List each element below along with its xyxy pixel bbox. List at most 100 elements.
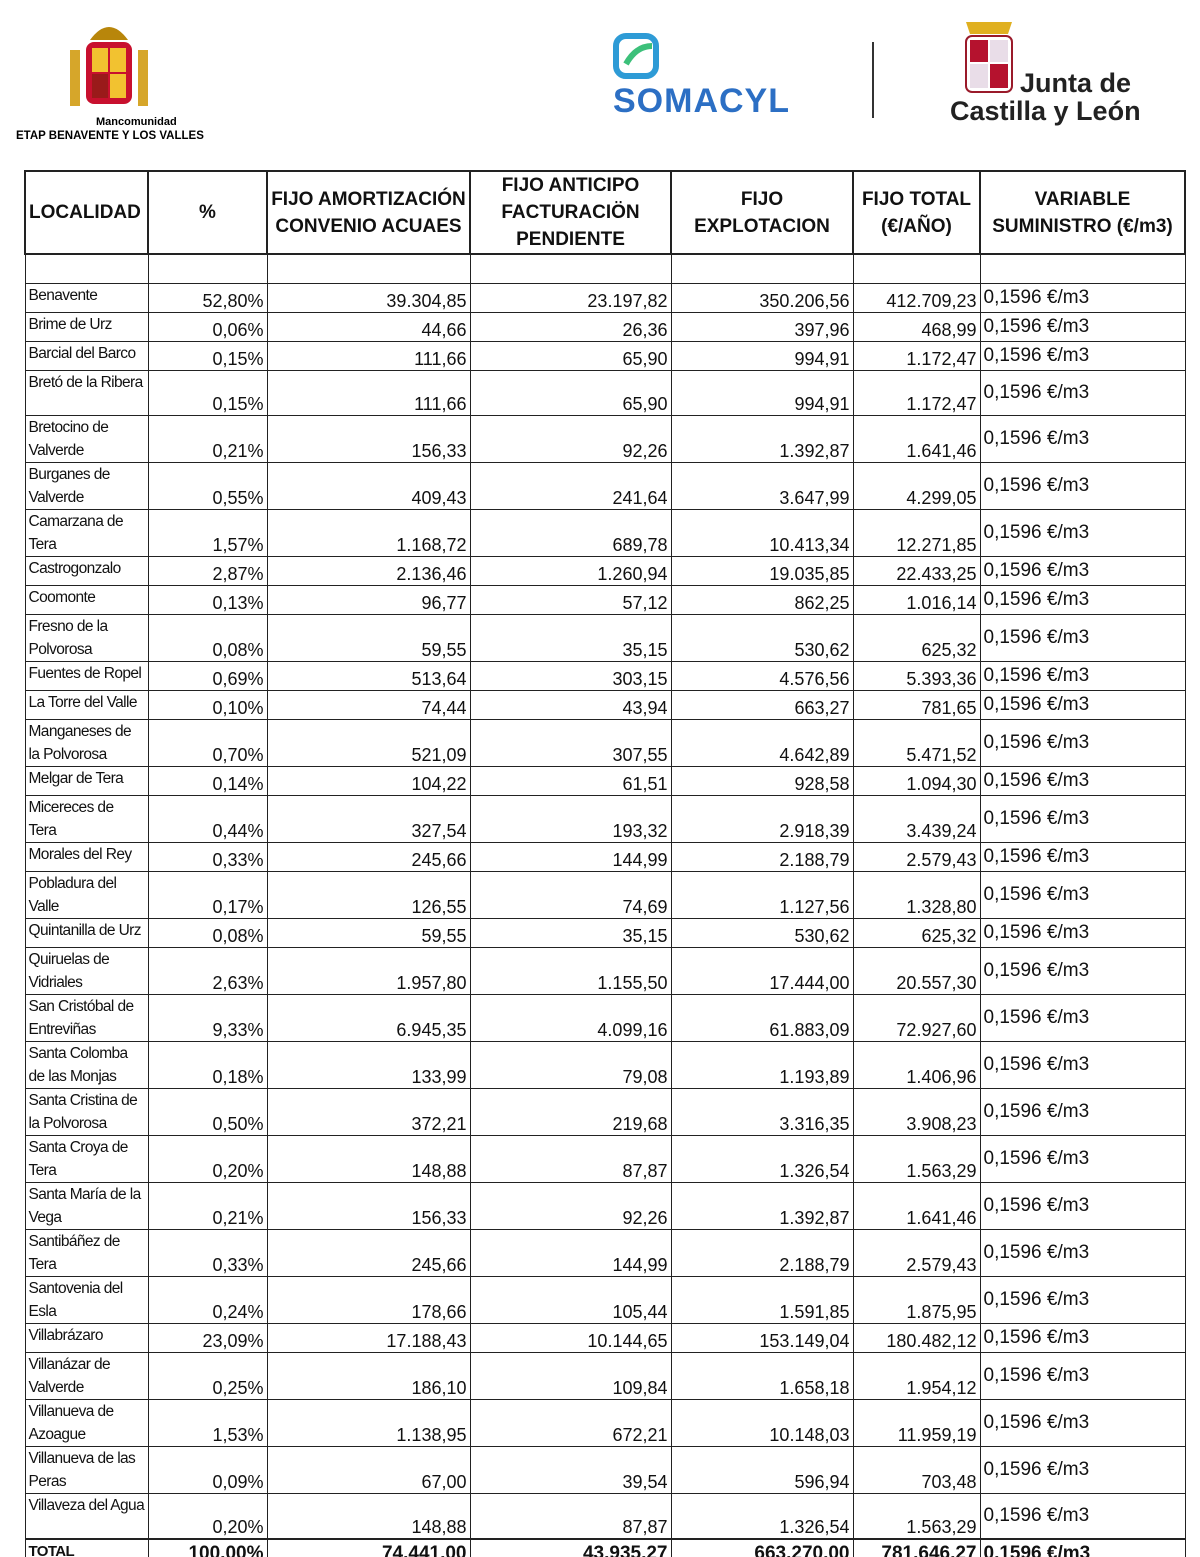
table-row: Quiruelas de Vidriales 2,63% 1.957,80 1.155… (24, 947, 1186, 995)
table-cell: 0,1596 €/m3 (979, 1352, 1186, 1400)
table-cell: 0,21% (147, 415, 268, 463)
table-cell: 153.149,04 (670, 1323, 854, 1353)
spacer-row (24, 253, 1186, 284)
table-cell: 148,88 (266, 1493, 471, 1540)
table-cell: 2,87% (147, 556, 268, 586)
table-cell: 0,13% (147, 585, 268, 615)
table-cell: 0,69% (147, 661, 268, 691)
table-cell: 1.326,54 (670, 1493, 854, 1540)
table-row: La Torre del Valle 0,10% 74,44 43,94 663,27 7… (24, 690, 1186, 720)
table-cell: 0,1596 €/m3 (979, 1041, 1186, 1089)
table-cell: 92,26 (469, 415, 672, 463)
table-cell: Castrogonzalo (24, 556, 149, 586)
table-cell: 79,08 (469, 1041, 672, 1089)
table-cell: 178,66 (266, 1276, 471, 1324)
total-cell: 74.441,00 (266, 1538, 471, 1557)
table-cell: 0,1596 €/m3 (979, 1323, 1186, 1353)
table-cell: 781,65 (852, 690, 981, 720)
table-cell: 17.444,00 (670, 947, 854, 995)
table-cell: Villanueva de las Peras (24, 1446, 149, 1494)
table-row: Coomonte 0,13% 96,77 57,12 862,25 1.016,14 0,1… (24, 585, 1186, 615)
table-row: Barcial del Barco 0,15% 111,66 65,90 994,91 1… (24, 340, 1186, 371)
table-cell: 994,91 (670, 340, 854, 371)
table-row: Bretó de la Ribera 0,15% 111,66 65,90 994,91… (24, 369, 1186, 416)
table-row: Castrogonzalo 2,87% 2.136,46 1.260,94 19.035… (24, 556, 1186, 586)
table-cell: 1.094,30 (852, 766, 981, 796)
table-row: Morales del Rey 0,33% 245,66 144,99 2.188,79… (24, 842, 1186, 872)
total-row: TOTAL 100,00% 74.441,00 43.935,27 663.270,00… (24, 1538, 1186, 1557)
table-row: Brime de Urz 0,06% 44,66 26,36 397,96 468,99 0… (24, 311, 1186, 342)
table-cell: 17.188,43 (266, 1323, 471, 1353)
table-cell: 0,1596 €/m3 (979, 690, 1186, 720)
table-cell: 96,77 (266, 585, 471, 615)
table-cell: Bretó de la Ribera (24, 369, 149, 416)
table-cell: 1,53% (147, 1399, 268, 1447)
table-cell: 862,25 (670, 585, 854, 615)
table-cell: 1.641,46 (852, 1182, 981, 1230)
table-row: Burganes de Valverde 0,55% 409,43 241,64 3.6… (24, 462, 1186, 510)
table-cell: 0,1596 €/m3 (979, 311, 1186, 342)
header-logos (70, 22, 1013, 118)
table-row: Santa Croya de Tera 0,20% 148,88 87,87 1.326… (24, 1135, 1186, 1183)
table-row: Santovenia del Esla 0,24% 178,66 105,44 1.59… (24, 1276, 1186, 1324)
table-cell: 1.406,96 (852, 1041, 981, 1089)
table-cell: 12.271,85 (852, 509, 981, 557)
table-cell: Camarzana de Tera (24, 509, 149, 557)
table-cell: 6.945,35 (266, 994, 471, 1042)
header-row: LOCALIDAD% FIJO AMORTIZACIÓN CONVENIO ACU… (24, 170, 1186, 255)
junta-logo: Castilla y León (950, 96, 1141, 126)
table-cell: Villaveza del Agua (24, 1493, 149, 1540)
coat-of-arms (70, 27, 148, 106)
table-cell: 0,1596 €/m3 (979, 1088, 1186, 1136)
table-cell: 672,21 (469, 1399, 672, 1447)
table-cell: 44,66 (266, 311, 471, 342)
table-cell: Burganes de Valverde (24, 462, 149, 510)
column-header: LOCALIDAD (24, 170, 149, 255)
table-cell: 703,48 (852, 1446, 981, 1494)
table-cell: 11.959,19 (852, 1399, 981, 1447)
table-cell: Villabrázaro (24, 1323, 149, 1353)
table-cell: Fresno de la Polvorosa (24, 614, 149, 662)
table-cell: 1.328,80 (852, 871, 981, 919)
table-cell: 0,24% (147, 1276, 268, 1324)
table-cell: 1.591,85 (670, 1276, 854, 1324)
table-cell: 530,62 (670, 614, 854, 662)
table-cell: Villanázar de Valverde (24, 1352, 149, 1400)
table-cell: 1.957,80 (266, 947, 471, 995)
table-cell: 144,99 (469, 842, 672, 872)
table-cell: 10.148,03 (670, 1399, 854, 1447)
table-cell: Coomonte (24, 585, 149, 615)
table-row: Pobladura del Valle 0,17% 126,55 74,69 1.127… (24, 871, 1186, 919)
table-cell: Morales del Rey (24, 842, 149, 872)
table-cell: 1.875,95 (852, 1276, 981, 1324)
table-cell: 1.155,50 (469, 947, 672, 995)
table-cell: 0,55% (147, 462, 268, 510)
table-cell: Quintanilla de Urz (24, 918, 149, 948)
table-cell: 59,55 (266, 918, 471, 948)
table-cell: 72.927,60 (852, 994, 981, 1042)
table-cell: 0,1596 €/m3 (979, 719, 1186, 767)
table-cell: 23.197,82 (469, 282, 672, 313)
table-cell: 0,44% (147, 795, 268, 843)
tariff-table: LOCALIDAD% FIJO AMORTIZACIÓN CONVENIO ACU… (24, 170, 1186, 1557)
table-cell: 0,06% (147, 311, 268, 342)
table-cell: 20.557,30 (852, 947, 981, 995)
table-cell: 10.413,34 (670, 509, 854, 557)
table-cell: 0,15% (147, 340, 268, 371)
table-cell: 2.136,46 (266, 556, 471, 586)
table-cell: 0,21% (147, 1182, 268, 1230)
table-cell: La Torre del Valle (24, 690, 149, 720)
column-header: % (147, 170, 268, 255)
table-row: Santa María de la Vega 0,21% 156,33 92,26 1.… (24, 1182, 1186, 1230)
table-cell: 111,66 (266, 369, 471, 416)
table-cell: 327,54 (266, 795, 471, 843)
table-cell: 530,62 (670, 918, 854, 948)
table-cell: 412.709,23 (852, 282, 981, 313)
total-cell: 43.935,27 (469, 1538, 672, 1557)
table-cell: 74,44 (266, 690, 471, 720)
table-cell: 1.138,95 (266, 1399, 471, 1447)
table-cell: 65,90 (469, 340, 672, 371)
table-cell: 0,1596 €/m3 (979, 509, 1186, 557)
table-cell: 144,99 (469, 1229, 672, 1277)
table-row: Quintanilla de Urz 0,08% 59,55 35,15 530,62 6… (24, 918, 1186, 948)
